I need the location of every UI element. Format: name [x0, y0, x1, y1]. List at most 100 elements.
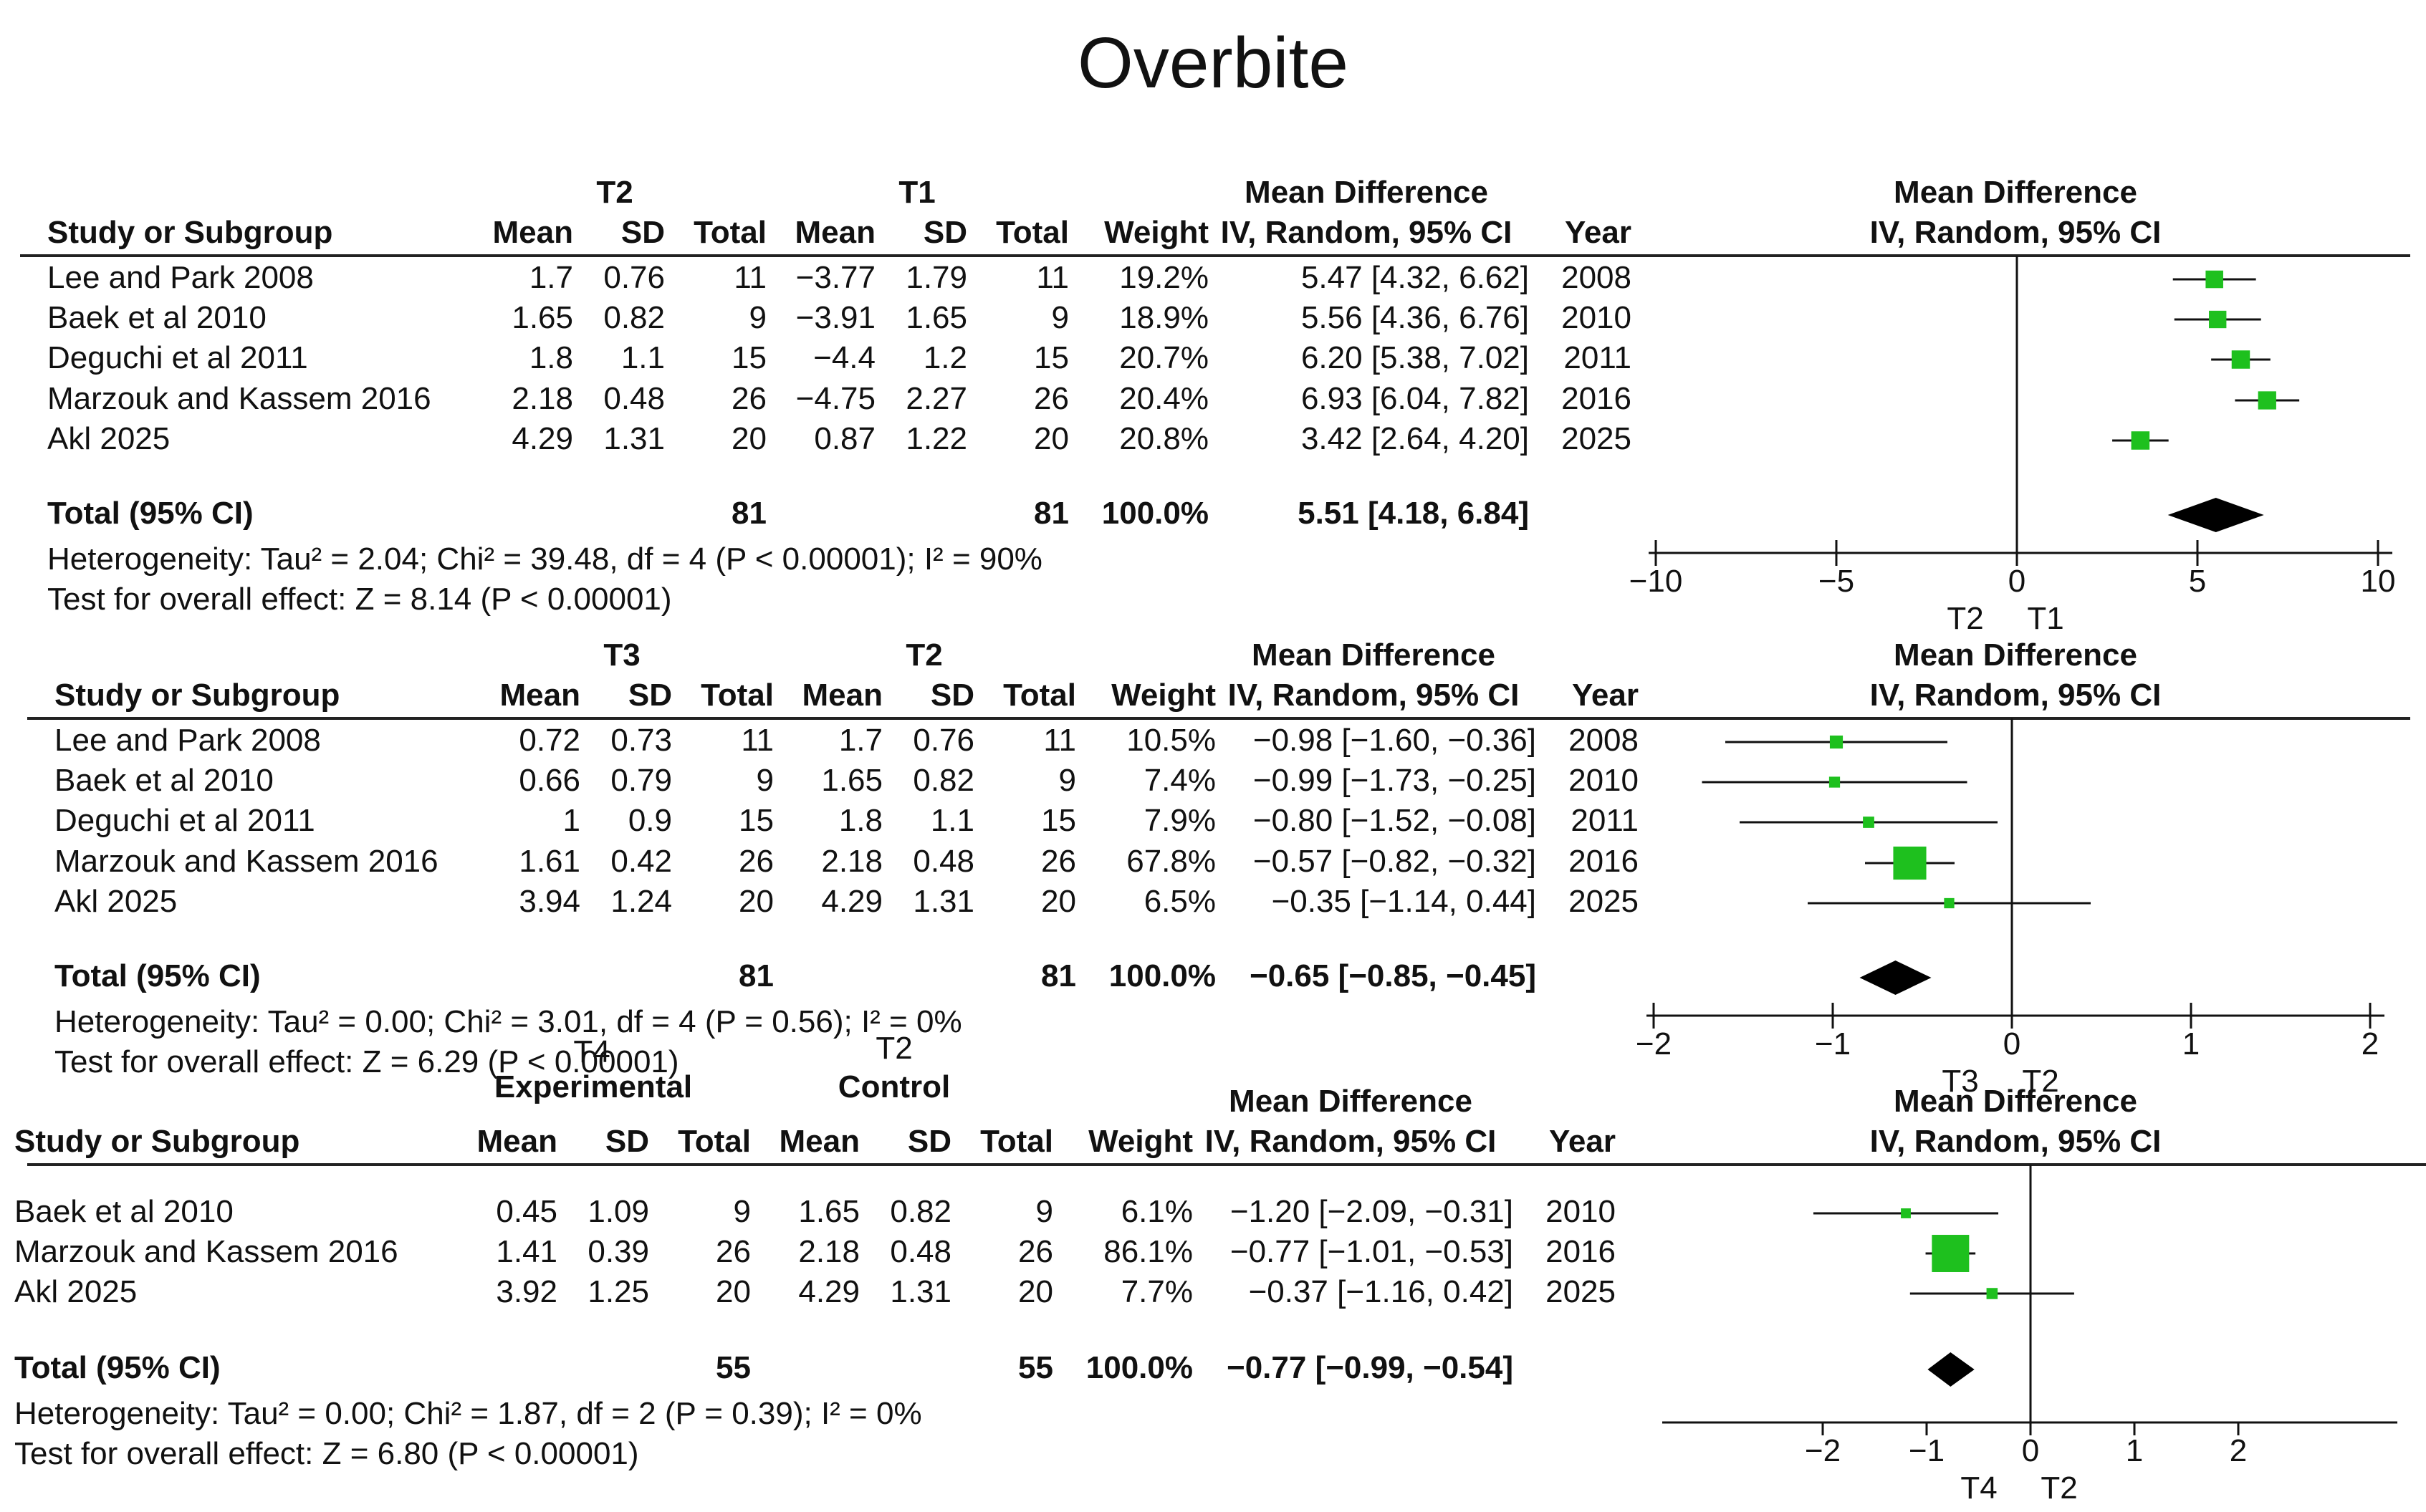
study-sd1: 1.25 — [588, 1274, 649, 1309]
forest-plot-svg: −2 −1 0 1 2 T4 T2 — [1662, 1165, 2397, 1506]
study-total2: 26 — [1018, 1234, 1053, 1269]
total-group2: 81 — [1041, 958, 1076, 993]
study-effect-square — [1893, 846, 1927, 880]
study-weight: 20.8% — [1119, 421, 1209, 456]
study-name: Deguchi et al 2011 — [54, 803, 315, 838]
axis-left-group-label: T3 — [1942, 1064, 1978, 1099]
study-year: 2008 — [1568, 723, 1639, 758]
study-total2: 9 — [1035, 1194, 1053, 1229]
study-mean1: 1.8 — [529, 340, 573, 375]
axis-right-group-label: T2 — [2022, 1064, 2058, 1099]
column-study: Study or Subgroup — [14, 1124, 300, 1159]
axis-tick-label: 10 — [2361, 564, 2396, 599]
total-ci: 5.51 [4.18, 6.84] — [1298, 496, 1529, 531]
group2-label: T1 — [898, 175, 936, 210]
study-mean1: 1.65 — [512, 300, 573, 335]
study-total1: 26 — [716, 1234, 751, 1269]
forest-plot-svg: −10 −5 0 5 10 T2 T1 — [1629, 256, 2395, 636]
study-name: Baek et al 2010 — [47, 300, 267, 335]
study-weight: 6.5% — [1144, 884, 1216, 919]
column-mean1: Mean — [476, 1124, 557, 1159]
study-mean2: 2.18 — [798, 1234, 860, 1269]
column-weight: Weight — [1104, 215, 1209, 250]
study-total2: 26 — [1034, 381, 1069, 416]
study-mean2: −3.77 — [795, 260, 876, 295]
total-label: Total (95% CI) — [47, 496, 254, 531]
study-total1: 15 — [732, 340, 767, 375]
study-total1: 9 — [749, 300, 767, 335]
study-sd2: 1.65 — [906, 300, 967, 335]
study-ci: 6.20 [5.38, 7.02] — [1300, 340, 1529, 375]
study-sd1: 0.48 — [603, 381, 665, 416]
axis-tick-label: −1 — [1909, 1433, 1945, 1468]
group1-label: T2 — [596, 175, 633, 210]
study-sd1: 0.73 — [610, 723, 672, 758]
overall-effect-text: Test for overall effect: Z = 8.14 (P < 0… — [47, 582, 672, 617]
total-ci: −0.65 [−0.85, −0.45] — [1250, 958, 1536, 993]
study-mean2: −3.91 — [795, 300, 876, 335]
study-year: 2025 — [1545, 1274, 1616, 1309]
column-sd1: SD — [620, 215, 665, 250]
total-label: Total (95% CI) — [54, 958, 261, 993]
column-total1: Total — [694, 215, 767, 250]
study-year: 2025 — [1568, 884, 1639, 919]
study-sd1: 1.31 — [603, 421, 665, 456]
column-weight: Weight — [1111, 678, 1216, 713]
axis-right-group-label: T2 — [2041, 1470, 2077, 1506]
total-weight: 100.0% — [1085, 1350, 1193, 1385]
header-divider — [20, 254, 2410, 257]
study-mean1: 3.94 — [519, 884, 580, 919]
study-sd2: 0.48 — [913, 844, 974, 879]
md-header: Mean Difference — [1252, 637, 1495, 673]
study-sd2: 1.22 — [906, 421, 967, 456]
column-total2: Total — [980, 1124, 1053, 1159]
study-total2: 20 — [1018, 1274, 1053, 1309]
study-effect-square — [1986, 1288, 1998, 1299]
study-sd2: 1.31 — [890, 1274, 951, 1309]
study-sd2: 1.1 — [930, 803, 974, 838]
pooled-effect-diamond — [1859, 960, 1932, 995]
total-group1: 81 — [739, 958, 774, 993]
study-sd1: 1.1 — [620, 340, 665, 375]
study-year: 2016 — [1561, 381, 1631, 416]
study-sd2: 1.79 — [906, 260, 967, 295]
study-mean1: 3.92 — [496, 1274, 557, 1309]
heterogeneity-text: Heterogeneity: Tau² = 0.00; Chi² = 3.01,… — [54, 1004, 962, 1039]
study-sd1: 0.76 — [603, 260, 665, 295]
study-sd1: 1.09 — [588, 1194, 649, 1229]
study-name: Deguchi et al 2011 — [47, 340, 308, 375]
column-total1: Total — [678, 1124, 751, 1159]
study-mean1: 0.72 — [519, 723, 580, 758]
forest-panel-2: T3 T2 Mean Difference Mean Difference IV, Ra… — [0, 463, 2426, 1099]
study-name: Lee and Park 2008 — [54, 723, 321, 758]
study-total1: 11 — [734, 260, 767, 295]
study-total1: 20 — [716, 1274, 751, 1309]
header-divider — [27, 717, 2410, 720]
study-ci: 5.47 [4.32, 6.62] — [1300, 260, 1529, 295]
total-group2: 81 — [1034, 496, 1069, 531]
study-mean2: 4.29 — [821, 884, 883, 919]
study-sd2: 1.2 — [923, 340, 967, 375]
study-ci: −0.98 [−1.60, −0.36] — [1252, 723, 1536, 758]
study-mean2: 1.65 — [798, 1194, 860, 1229]
axis-tick-label: 1 — [2182, 1026, 2200, 1061]
study-mean2: 1.8 — [838, 803, 883, 838]
study-mean1: 1.61 — [519, 844, 580, 879]
study-sd2: 2.27 — [906, 381, 967, 416]
study-mean2: 0.87 — [814, 421, 876, 456]
total-weight: 100.0% — [1108, 958, 1216, 993]
group1-label: T3 — [603, 637, 641, 673]
column-total2: Total — [996, 215, 1069, 250]
study-weight: 18.9% — [1119, 300, 1209, 335]
column-mean2: Mean — [779, 1124, 860, 1159]
study-ci: 5.56 [4.36, 6.76] — [1300, 300, 1529, 335]
md-subheader: IV, Random, 95% CI — [1227, 678, 1520, 713]
column-total2: Total — [1003, 678, 1076, 713]
column-year: Year — [1572, 678, 1639, 713]
study-total1: 9 — [756, 763, 774, 798]
heterogeneity-text: Heterogeneity: Tau² = 0.00; Chi² = 1.87,… — [14, 1396, 922, 1431]
study-mean1: 1.41 — [496, 1234, 557, 1269]
study-effect-square — [1932, 1235, 1970, 1272]
study-name: Akl 2025 — [54, 884, 178, 919]
axis-tick-label: −1 — [1815, 1026, 1851, 1061]
